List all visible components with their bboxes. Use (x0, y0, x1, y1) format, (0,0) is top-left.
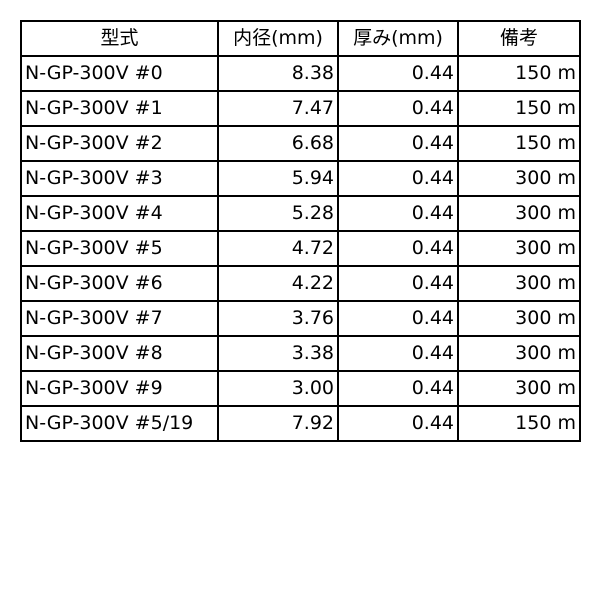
cell-remarks: 150 m (457, 55, 581, 92)
cell-inner-diameter: 5.94 (217, 160, 339, 197)
cell-remarks: 300 m (457, 300, 581, 337)
cell-model: N-GP-300V #4 (20, 195, 219, 232)
table-row: N-GP-300V #9 3.00 0.44 300 m (20, 370, 581, 407)
cell-model: N-GP-300V #6 (20, 265, 219, 302)
table-header: 型式 内径(mm) 厚み(mm) 備考 (20, 20, 581, 57)
cell-thickness: 0.44 (337, 230, 459, 267)
cell-thickness: 0.44 (337, 90, 459, 127)
table-body: N-GP-300V #0 8.38 0.44 150 m N-GP-300V #… (20, 55, 581, 442)
cell-thickness: 0.44 (337, 55, 459, 92)
cell-inner-diameter: 3.76 (217, 300, 339, 337)
spec-table: 型式 内径(mm) 厚み(mm) 備考 N-GP-300V #0 8.38 0.… (20, 20, 581, 442)
cell-remarks: 300 m (457, 230, 581, 267)
table-row: N-GP-300V #8 3.38 0.44 300 m (20, 335, 581, 372)
cell-thickness: 0.44 (337, 195, 459, 232)
cell-thickness: 0.44 (337, 300, 459, 337)
cell-thickness: 0.44 (337, 265, 459, 302)
header-thickness: 厚み(mm) (337, 20, 459, 57)
cell-model: N-GP-300V #3 (20, 160, 219, 197)
table-row: N-GP-300V #3 5.94 0.44 300 m (20, 160, 581, 197)
cell-model: N-GP-300V #7 (20, 300, 219, 337)
cell-remarks: 300 m (457, 265, 581, 302)
cell-remarks: 150 m (457, 405, 581, 442)
cell-inner-diameter: 4.72 (217, 230, 339, 267)
header-row: 型式 内径(mm) 厚み(mm) 備考 (20, 20, 581, 57)
cell-model: N-GP-300V #9 (20, 370, 219, 407)
header-remarks: 備考 (457, 20, 581, 57)
table-row: N-GP-300V #7 3.76 0.44 300 m (20, 300, 581, 337)
table-row: N-GP-300V #2 6.68 0.44 150 m (20, 125, 581, 162)
table-row: N-GP-300V #4 5.28 0.44 300 m (20, 195, 581, 232)
cell-model: N-GP-300V #1 (20, 90, 219, 127)
cell-inner-diameter: 6.68 (217, 125, 339, 162)
cell-model: N-GP-300V #2 (20, 125, 219, 162)
cell-inner-diameter: 3.38 (217, 335, 339, 372)
cell-remarks: 150 m (457, 90, 581, 127)
cell-thickness: 0.44 (337, 160, 459, 197)
cell-model: N-GP-300V #8 (20, 335, 219, 372)
table-row: N-GP-300V #0 8.38 0.44 150 m (20, 55, 581, 92)
cell-model: N-GP-300V #0 (20, 55, 219, 92)
cell-thickness: 0.44 (337, 125, 459, 162)
table-row: N-GP-300V #5 4.72 0.44 300 m (20, 230, 581, 267)
cell-thickness: 0.44 (337, 335, 459, 372)
cell-inner-diameter: 7.47 (217, 90, 339, 127)
cell-thickness: 0.44 (337, 370, 459, 407)
cell-remarks: 150 m (457, 125, 581, 162)
cell-model: N-GP-300V #5 (20, 230, 219, 267)
table-row: N-GP-300V #5/19 7.92 0.44 150 m (20, 405, 581, 442)
cell-inner-diameter: 3.00 (217, 370, 339, 407)
cell-inner-diameter: 4.22 (217, 265, 339, 302)
cell-remarks: 300 m (457, 195, 581, 232)
cell-remarks: 300 m (457, 335, 581, 372)
cell-remarks: 300 m (457, 370, 581, 407)
cell-inner-diameter: 8.38 (217, 55, 339, 92)
cell-thickness: 0.44 (337, 405, 459, 442)
cell-model: N-GP-300V #5/19 (20, 405, 219, 442)
header-model: 型式 (20, 20, 219, 57)
cell-remarks: 300 m (457, 160, 581, 197)
table-row: N-GP-300V #6 4.22 0.44 300 m (20, 265, 581, 302)
cell-inner-diameter: 5.28 (217, 195, 339, 232)
cell-inner-diameter: 7.92 (217, 405, 339, 442)
table-row: N-GP-300V #1 7.47 0.44 150 m (20, 90, 581, 127)
header-inner-diameter: 内径(mm) (217, 20, 339, 57)
